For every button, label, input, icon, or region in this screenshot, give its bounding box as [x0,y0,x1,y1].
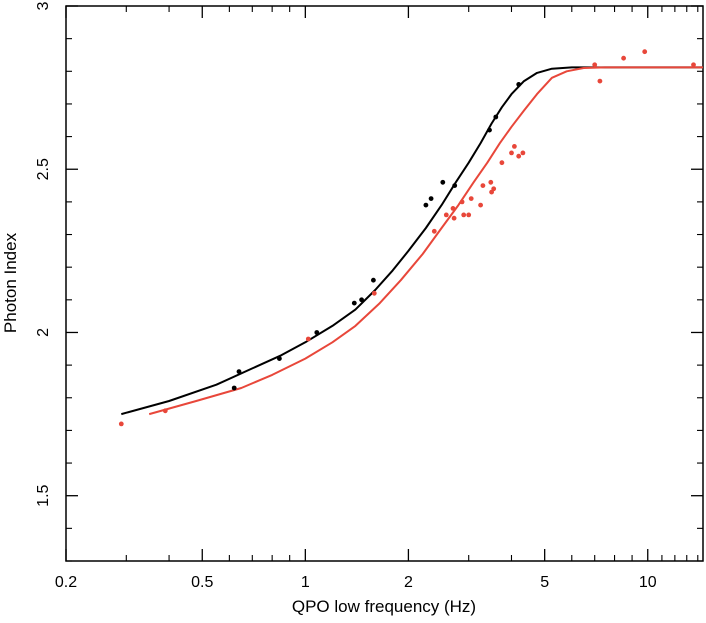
y-tick-label: 3 [35,1,52,10]
y-axis-title: Photon Index [1,232,20,333]
y-tick-label: 1.5 [35,484,52,506]
black-point [277,356,282,361]
red-point [488,179,494,185]
red-point [480,183,486,189]
red-point [461,212,467,218]
red-point [691,62,696,68]
red-point [468,196,474,202]
x-tick-label: 0.2 [55,574,77,591]
black-point [351,300,357,306]
red-point [592,62,598,68]
ticks [65,5,703,562]
red-point [512,144,517,149]
red-fit-curve [148,66,703,416]
y-tick-label: 2.5 [35,158,52,180]
red-point [509,150,514,156]
red-point [642,49,648,55]
red-point [499,160,505,166]
red-point [597,78,603,84]
black-point [231,385,237,391]
black-fit-curve [121,66,703,416]
x-tick-label: 1 [301,574,310,591]
x-tick-label: 2 [404,574,413,591]
black-point [452,183,458,189]
black-point [314,330,320,335]
data-points [118,49,696,427]
black-point [516,82,522,87]
red-point [450,206,456,211]
red-point [443,212,449,218]
x-axis-title: QPO low frequency (Hz) [292,597,476,616]
black-point [428,196,434,202]
red-point [621,55,626,61]
red-point [516,153,522,159]
black-point [371,277,376,283]
red-point [118,421,124,427]
x-tick-label: 0.5 [191,574,213,591]
plot-frame [65,5,704,562]
red-point [431,228,437,234]
red-point [162,408,168,414]
x-tick-label: 5 [540,574,549,591]
black-point [423,202,429,208]
tick-labels: 0.2 0.5 1 2 5 10 1.5 2 2.5 3 [35,1,657,591]
red-point [478,202,483,208]
black-point [236,369,242,374]
fit-curves [121,66,703,416]
black-point [440,179,446,185]
x-tick-label: 10 [639,574,657,591]
black-point [493,114,499,120]
red-point [305,336,311,342]
red-point [466,212,472,218]
black-point [487,127,492,133]
y-tick-label: 2 [35,328,52,337]
red-point [451,215,457,221]
red-point [459,199,465,205]
red-point [491,186,497,192]
red-point [520,150,526,156]
black-point [359,297,364,303]
red-point [371,290,377,296]
